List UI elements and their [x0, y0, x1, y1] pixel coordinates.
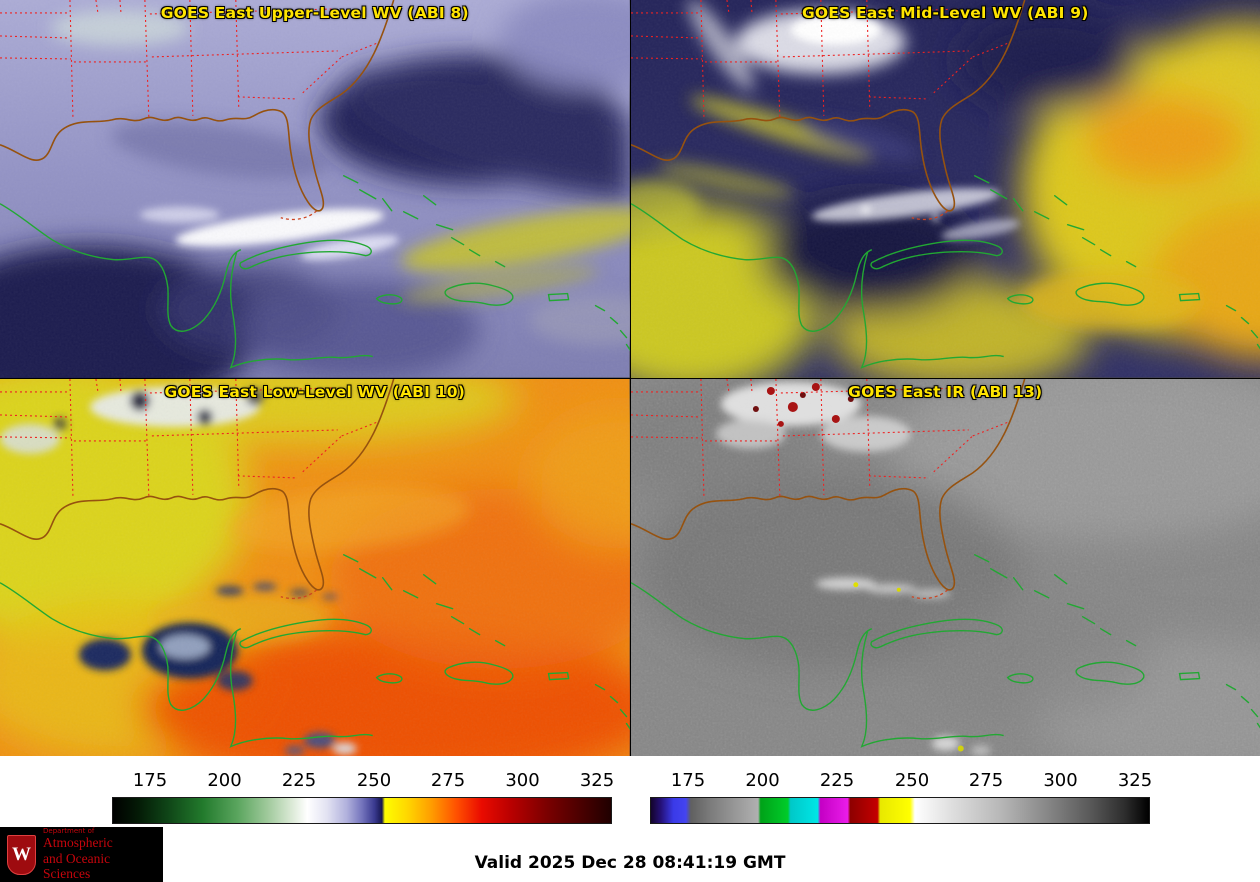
- ir-tick-250: 250: [894, 770, 930, 791]
- panel-title-abi10: GOES East Low-Level WV (ABI 10): [164, 382, 466, 401]
- wv-colorbar: 175 200 225 250 275 300 325: [112, 756, 615, 824]
- ir-tick-175: 175: [670, 770, 706, 791]
- mid-level-wv-image: [630, 0, 1260, 378]
- valid-time-label: Valid 2025 Dec 28 08:41:19 GMT: [474, 853, 786, 873]
- colorbar-section: 175 200 225 250 275 300 325 175 200 225 …: [0, 756, 1260, 824]
- ir-colorbar: 175 200 225 250 275 300 325: [650, 756, 1153, 824]
- ir-colorbar-ticks: 175 200 225 250 275 300 325: [650, 770, 1153, 791]
- wv-colorbar-ticks: 175 200 225 250 275 300 325: [112, 770, 615, 791]
- ir-colorbar-gradient: [650, 797, 1150, 824]
- ir-tick-300: 300: [1043, 770, 1078, 791]
- ir-tick-225: 225: [819, 770, 855, 791]
- panel-title-abi8: GOES East Upper-Level WV (ABI 8): [160, 4, 469, 22]
- ir-tick-325: 325: [1117, 770, 1153, 791]
- wv-tick-300: 300: [505, 770, 540, 791]
- satellite-panel-grid: GOES East Upper-Level WV (ABI 8): [0, 0, 1260, 756]
- panel-title-abi13: GOES East IR (ABI 13): [848, 382, 1043, 401]
- logo-name-line2: and Oceanic Sciences: [43, 850, 111, 882]
- wv-tick-275: 275: [430, 770, 466, 791]
- panel-upper-level-wv: GOES East Upper-Level WV (ABI 8): [0, 0, 630, 378]
- panel-title-abi9: GOES East Mid-Level WV (ABI 9): [801, 4, 1089, 22]
- logo-name-line1: Atmospheric: [43, 835, 113, 851]
- ir-warm-speckles: [852, 581, 964, 752]
- logo-text: Department of Atmospheric and Oceanic Sc…: [43, 827, 156, 882]
- logo-dept-line: Department of: [43, 827, 95, 836]
- ir-tick-275: 275: [968, 770, 1004, 791]
- wv-tick-250: 250: [356, 770, 392, 791]
- ir-enhanced-cold-pixels: [752, 382, 854, 427]
- wv-tick-325: 325: [579, 770, 615, 791]
- wv-colorbar-gradient: [112, 797, 612, 824]
- wv-tick-225: 225: [281, 770, 317, 791]
- panel-mid-level-wv: GOES East Mid-Level WV (ABI 9): [630, 0, 1260, 378]
- footer: W Department of Atmospheric and Oceanic …: [0, 824, 1260, 882]
- panel-low-level-wv: GOES East Low-Level WV (ABI 10): [0, 378, 630, 756]
- uw-crest-icon: W: [7, 834, 36, 875]
- ir-image: [630, 378, 1260, 756]
- ir-cuba-cloud-band: [815, 577, 991, 756]
- panel-ir: GOES East IR (ABI 13): [630, 378, 1260, 756]
- wv-tick-175: 175: [132, 770, 168, 791]
- wv-tick-200: 200: [207, 770, 242, 791]
- uw-aos-logo: W Department of Atmospheric and Oceanic …: [0, 827, 163, 882]
- crest-letter: W: [12, 843, 31, 865]
- low-level-wv-image: [0, 378, 630, 756]
- upper-level-wv-image: [0, 0, 630, 378]
- ir-tick-200: 200: [745, 770, 780, 791]
